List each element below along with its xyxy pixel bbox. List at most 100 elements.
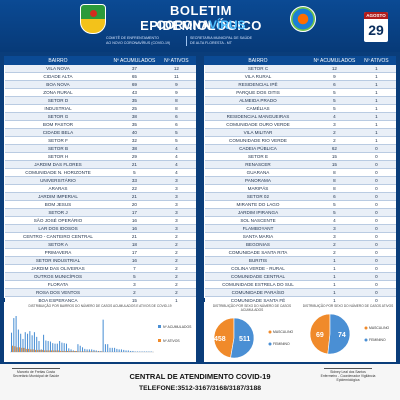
cell-ativos: 0 xyxy=(357,176,396,185)
cell-acumulados: 8 xyxy=(311,184,358,193)
table-row: INDUSTRIAL 25 8 xyxy=(4,104,196,113)
cell-ativos: 3 xyxy=(157,176,196,185)
bar-ativos xyxy=(62,350,64,352)
bulletin-title: BOLETIM EPIDEMIOLÓGICO xyxy=(140,3,262,33)
table-row: COMUNIDADE SANTA RITA 2 0 xyxy=(204,248,396,257)
cell-bairro: PANORAMA xyxy=(204,176,312,185)
pie-ativ-legend-m-swatch xyxy=(364,326,368,330)
bar-ativos xyxy=(37,349,39,352)
pie-ativ-value-m: 69 xyxy=(316,332,324,339)
bar-ativos xyxy=(50,350,52,352)
pie-slice-feminino xyxy=(327,313,351,355)
secretary-line2: DE ALTA FLORESTA - MT xyxy=(190,41,232,45)
cell-acumulados: 21 xyxy=(111,232,158,241)
pie-acum-value-f: 511 xyxy=(239,336,250,343)
cell-acumulados: 4 xyxy=(311,216,358,225)
bar-acumulados xyxy=(20,333,22,352)
bar-ativos xyxy=(34,349,36,352)
table-row: FLORATA 3 2 xyxy=(4,280,196,289)
cell-ativos: 1 xyxy=(357,72,396,81)
bar-ativos xyxy=(41,349,43,352)
table-row: OUTROS MUNICÍPIOS 5 2 xyxy=(4,272,196,281)
table-row: SETOR 02 6 0 xyxy=(204,192,396,201)
bar-acumulados xyxy=(127,350,129,352)
cell-bairro: RENASCER xyxy=(204,160,312,169)
cell-ativos: 0 xyxy=(357,280,396,289)
pie-ativ-legend-f: FEMININO xyxy=(369,338,386,342)
cell-acumulados: 15 xyxy=(311,152,358,161)
table-header-row: BAIRRO Nº ACUMULADOS Nº ATIVOS xyxy=(4,56,197,65)
cell-ativos: 0 xyxy=(357,144,396,153)
bar-acumulados xyxy=(52,343,54,352)
bar-ativos xyxy=(44,350,46,352)
cell-bairro: SETOR 02 xyxy=(204,192,312,201)
cell-ativos: 0 xyxy=(357,216,396,225)
subtitle-part-a: CORONA xyxy=(156,18,209,32)
bar-acumulados xyxy=(120,349,122,352)
col-header-bairro: BAIRRO xyxy=(4,56,112,65)
col-header-acumulados: Nº ACUMULADOS xyxy=(310,56,358,65)
bar-acumulados xyxy=(114,347,116,352)
cell-bairro: GUARANA xyxy=(204,168,312,177)
cell-acumulados: 37 xyxy=(111,64,158,73)
bar-acumulados xyxy=(125,350,127,352)
bar-ativos xyxy=(94,351,96,352)
pie-slice-masculino xyxy=(213,317,235,359)
sig-left-name: Marcelo de Freitas Costa xyxy=(12,368,60,374)
cell-acumulados: 12 xyxy=(311,64,358,73)
pie-acum-legend-m: MASCULINO xyxy=(273,330,294,334)
cell-acumulados: 6 xyxy=(311,80,358,89)
bar-ativos xyxy=(25,348,27,352)
table-row: BURITIS 1 0 xyxy=(204,256,396,265)
pie-slice-feminino xyxy=(230,317,255,359)
cell-ativos: 3 xyxy=(157,216,196,225)
table-row: LAR DOS IDOSOS 16 3 xyxy=(4,224,196,233)
table-row: SETOR A 18 2 xyxy=(4,240,196,249)
cell-ativos: 2 xyxy=(157,248,196,257)
cell-ativos: 9 xyxy=(157,88,196,97)
pie-ativ-title: DISTRIBUIÇÃO POR SEXO DO NÚMERO DE CASOS… xyxy=(302,304,394,308)
bar-acumulados xyxy=(77,344,79,352)
table-row: ALMEIDA PRADO 5 1 xyxy=(204,96,396,105)
date-month: AGOSTO xyxy=(364,12,388,19)
table-row: VILA RURAL 9 1 xyxy=(204,72,396,81)
cell-bairro: SETOR B xyxy=(4,144,112,153)
cell-ativos: 4 xyxy=(157,160,196,169)
pie-acum-legend-f: FEMININO xyxy=(273,342,290,346)
table-row: CAMÉLIAS 5 1 xyxy=(204,104,396,113)
cell-ativos: 2 xyxy=(157,280,196,289)
pie-ativ-chart: 69 74 MASCULINO FEMININO xyxy=(309,313,390,355)
table-row: CIDADE BELA 40 5 xyxy=(4,128,196,137)
bar-acumulados xyxy=(132,350,134,352)
legend-ativ-swatch xyxy=(158,339,161,342)
bar-acumulados xyxy=(150,351,152,352)
col-header-acumulados: Nº ACUMULADOS xyxy=(110,56,158,65)
cell-acumulados: 40 xyxy=(111,128,158,137)
cell-ativos: 0 xyxy=(357,208,396,217)
cell-ativos: 11 xyxy=(157,72,196,81)
table-row: ZONA RURAL 43 9 xyxy=(4,88,196,97)
table-row: GUARANA 8 0 xyxy=(204,168,396,177)
cell-acumulados: 16 xyxy=(111,216,158,225)
cell-bairro: MIRANTE DO LAGO xyxy=(204,200,312,209)
bar-ativos xyxy=(32,349,34,352)
cell-ativos: 5 xyxy=(157,136,196,145)
cell-bairro: COLINA VERDE - RURAL xyxy=(204,264,312,273)
cell-ativos: 1 xyxy=(357,104,396,113)
left-table-body: VILA NOVA 37 12 CIDADE ALTA 65 11 BOA NOVA 69 9 Z… xyxy=(4,64,196,305)
cell-bairro: PRIMAVERA xyxy=(4,248,112,257)
bar-ativos xyxy=(57,350,59,352)
cell-ativos: 0 xyxy=(357,200,396,209)
table-row: COMUNIDADE N. HORIZONTE 5 4 xyxy=(4,168,196,177)
bar-ativos xyxy=(76,350,78,352)
pie-acum-legend-f-swatch xyxy=(268,342,272,346)
bar-acumulados xyxy=(13,318,15,352)
cell-acumulados: 15 xyxy=(311,160,358,169)
cell-ativos: 12 xyxy=(157,64,196,73)
cell-ativos: 3 xyxy=(157,224,196,233)
bar-acumulados xyxy=(79,345,81,352)
bar-acumulados xyxy=(111,347,113,352)
bar-acumulados xyxy=(136,351,138,352)
cell-acumulados: 3 xyxy=(311,120,358,129)
cell-ativos: 2 xyxy=(157,232,196,241)
